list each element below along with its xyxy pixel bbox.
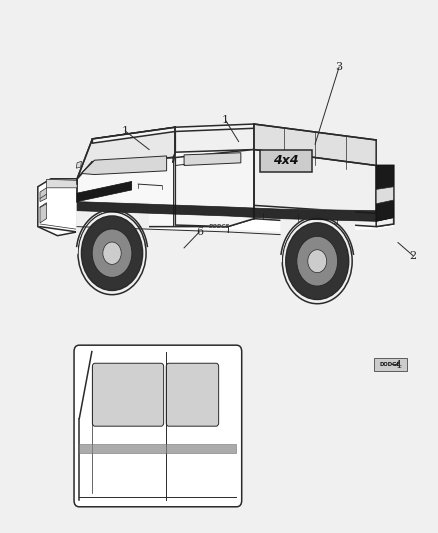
Polygon shape bbox=[40, 188, 46, 201]
Text: 4: 4 bbox=[395, 360, 402, 370]
Polygon shape bbox=[376, 187, 394, 204]
FancyBboxPatch shape bbox=[374, 358, 407, 370]
Polygon shape bbox=[38, 179, 77, 236]
FancyBboxPatch shape bbox=[166, 364, 219, 426]
Text: 4x4: 4x4 bbox=[273, 154, 298, 167]
Polygon shape bbox=[77, 181, 132, 201]
Polygon shape bbox=[81, 156, 166, 174]
Text: 6: 6 bbox=[196, 227, 203, 237]
FancyBboxPatch shape bbox=[74, 345, 242, 507]
Text: DODGE: DODGE bbox=[380, 362, 401, 367]
Polygon shape bbox=[184, 153, 241, 165]
FancyBboxPatch shape bbox=[92, 364, 164, 426]
Polygon shape bbox=[76, 161, 81, 168]
Polygon shape bbox=[40, 203, 46, 223]
Circle shape bbox=[297, 236, 338, 286]
Text: 3: 3 bbox=[336, 62, 343, 72]
Circle shape bbox=[78, 212, 146, 295]
FancyBboxPatch shape bbox=[260, 150, 311, 172]
Circle shape bbox=[283, 219, 352, 304]
Circle shape bbox=[103, 242, 121, 264]
Polygon shape bbox=[254, 124, 376, 165]
Text: DODGE: DODGE bbox=[208, 224, 230, 229]
Polygon shape bbox=[376, 165, 394, 227]
Polygon shape bbox=[38, 203, 394, 235]
Polygon shape bbox=[77, 150, 254, 227]
Circle shape bbox=[308, 249, 327, 273]
Circle shape bbox=[92, 229, 132, 277]
Text: 1: 1 bbox=[122, 126, 129, 136]
Polygon shape bbox=[92, 124, 254, 143]
Polygon shape bbox=[376, 165, 394, 221]
Polygon shape bbox=[175, 150, 254, 227]
Polygon shape bbox=[46, 179, 77, 188]
Circle shape bbox=[81, 216, 143, 290]
Polygon shape bbox=[254, 165, 394, 227]
Circle shape bbox=[286, 223, 349, 300]
Polygon shape bbox=[77, 158, 173, 184]
Polygon shape bbox=[77, 201, 394, 221]
Text: 1: 1 bbox=[222, 115, 229, 125]
Text: 2: 2 bbox=[410, 251, 417, 261]
Polygon shape bbox=[79, 444, 237, 453]
Polygon shape bbox=[77, 127, 175, 179]
